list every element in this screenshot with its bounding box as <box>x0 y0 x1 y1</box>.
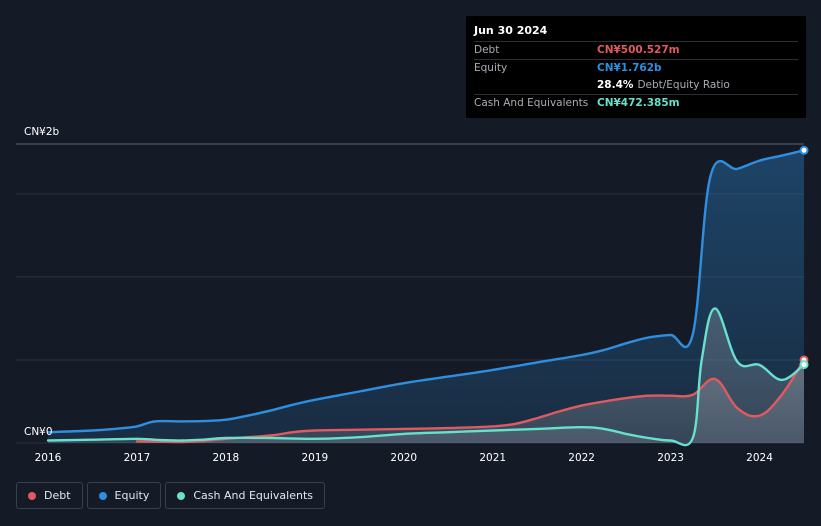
tooltip-ratio-suffix: Debt/Equity Ratio <box>637 79 730 91</box>
y-tick-label-bottom: CN¥0 <box>24 426 53 438</box>
tooltip-label-cash: Cash And Equivalents <box>474 97 589 109</box>
legend-dot-equity-icon <box>98 491 107 500</box>
area-debt <box>136 359 804 443</box>
x-tick-label: 2019 <box>301 452 328 464</box>
legend-label-cash: Cash And Equivalents <box>193 489 313 502</box>
tooltip-row-ratio: 28.4% Debt/Equity Ratio <box>474 77 798 94</box>
x-tick-label: 2024 <box>746 452 773 464</box>
tooltip-value-ratio: 28.4% <box>597 79 634 91</box>
x-tick-label: 2020 <box>390 452 417 464</box>
tooltip-label-ratio <box>474 77 597 94</box>
x-tick-label: 2022 <box>568 452 595 464</box>
tooltip-label-debt: Debt <box>474 44 500 56</box>
x-tick-label: 2018 <box>213 452 240 464</box>
legend-dot-cash-icon <box>177 491 186 500</box>
tooltip-row-equity: Equity CN¥1.762b <box>474 59 798 77</box>
x-tick-label: 2017 <box>124 452 151 464</box>
tooltip-value-cash: CN¥472.385m <box>597 97 680 109</box>
tooltip-value-debt: CN¥500.527m <box>597 44 680 56</box>
tooltip-label-equity: Equity <box>474 62 508 74</box>
legend-item-debt[interactable]: Debt <box>16 482 83 509</box>
y-tick-label-top: CN¥2b <box>24 126 60 138</box>
legend-label-equity: Equity <box>114 489 150 502</box>
end-marker-cash-and-equivalents <box>799 360 809 370</box>
line-cash-and-equivalents <box>46 307 806 447</box>
x-tick-label: 2021 <box>479 452 506 464</box>
tooltip-value-equity: CN¥1.762b <box>597 62 662 74</box>
legend-label-debt: Debt <box>44 489 71 502</box>
legend-item-equity[interactable]: Equity <box>86 482 162 509</box>
x-tick-label: 2016 <box>35 452 62 464</box>
area-cash-and-equivalents <box>48 308 804 446</box>
tooltip-row-debt: Debt CN¥500.527m <box>474 41 798 59</box>
chart-legend: Debt Equity Cash And Equivalents <box>16 482 325 509</box>
data-tooltip: Jun 30 2024 Debt CN¥500.527m Equity CN¥1… <box>466 16 806 118</box>
tooltip-row-cash: Cash And Equivalents CN¥472.385m <box>474 94 798 112</box>
line-equity <box>46 149 806 434</box>
legend-dot-debt-icon <box>28 491 36 500</box>
tooltip-date: Jun 30 2024 <box>474 24 548 37</box>
end-marker-equity <box>799 145 809 155</box>
x-tick-label: 2023 <box>657 452 684 464</box>
legend-item-cash[interactable]: Cash And Equivalents <box>165 482 325 509</box>
area-equity <box>48 150 804 444</box>
